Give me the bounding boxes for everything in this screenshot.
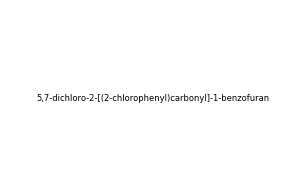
Text: 5,7-dichloro-2-[(2-chlorophenyl)carbonyl]-1-benzofuran: 5,7-dichloro-2-[(2-chlorophenyl)carbonyl… bbox=[36, 94, 269, 103]
